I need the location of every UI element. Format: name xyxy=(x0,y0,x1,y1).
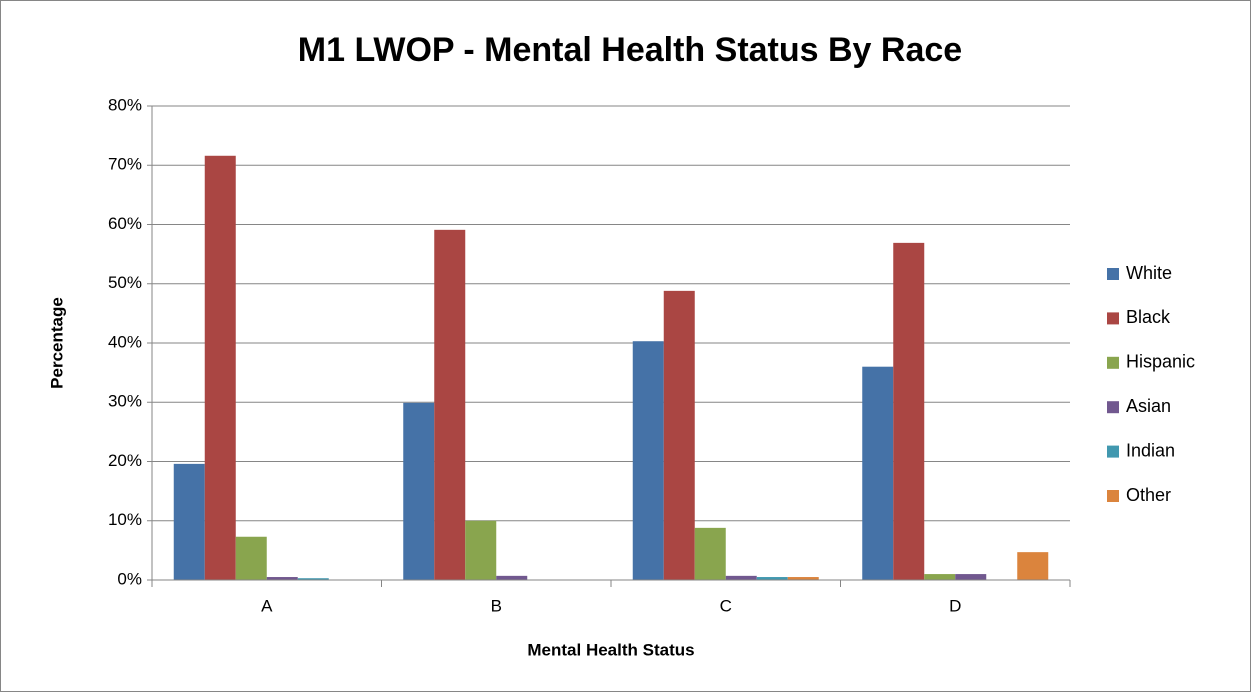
bar xyxy=(1017,552,1049,580)
y-axis-label: Percentage xyxy=(47,297,66,389)
bar xyxy=(434,229,466,580)
bar xyxy=(955,574,987,580)
y-tick-label: 0% xyxy=(117,569,142,588)
legend-swatch xyxy=(1107,312,1119,325)
legend-swatch xyxy=(1107,268,1119,280)
bar xyxy=(787,577,819,580)
chart-title: M1 LWOP - Mental Health Status By Race xyxy=(298,31,962,69)
legend-swatch xyxy=(1107,356,1119,369)
y-tick-label: 70% xyxy=(108,155,142,174)
legend-label: Asian xyxy=(1126,396,1171,416)
legend-label: Hispanic xyxy=(1126,352,1195,372)
bar xyxy=(924,574,956,580)
bar xyxy=(496,575,528,580)
bar xyxy=(663,290,695,580)
y-tick-label: 60% xyxy=(108,214,142,233)
x-axis-label: Mental Health Status xyxy=(527,640,694,659)
y-tick-label: 50% xyxy=(108,273,142,292)
y-tick-label: 40% xyxy=(108,332,142,351)
bar xyxy=(204,155,236,580)
bar xyxy=(893,242,925,580)
x-tick-label: D xyxy=(949,596,961,615)
bar xyxy=(297,578,329,580)
bar xyxy=(266,577,298,580)
bar xyxy=(235,536,267,580)
legend-label: Indian xyxy=(1126,440,1175,460)
legend-swatch xyxy=(1107,445,1119,458)
legend-label: Other xyxy=(1126,485,1171,505)
y-tick-label: 30% xyxy=(108,392,142,411)
bar xyxy=(403,402,435,580)
bar xyxy=(694,527,726,580)
legend-swatch xyxy=(1107,401,1119,414)
y-tick-label: 80% xyxy=(108,95,142,114)
bar xyxy=(756,577,788,580)
bar xyxy=(862,366,894,580)
legend-swatch xyxy=(1107,490,1119,502)
y-tick-label: 10% xyxy=(108,510,142,529)
bar xyxy=(465,520,497,580)
bar xyxy=(632,341,664,580)
bar xyxy=(725,575,757,580)
y-tick-label: 20% xyxy=(108,451,142,470)
legend-label: Black xyxy=(1126,307,1171,327)
x-tick-label: A xyxy=(261,596,273,615)
x-tick-label: C xyxy=(720,596,732,615)
x-tick-label: B xyxy=(491,596,502,615)
bar xyxy=(173,463,205,580)
legend-label: White xyxy=(1126,263,1172,283)
